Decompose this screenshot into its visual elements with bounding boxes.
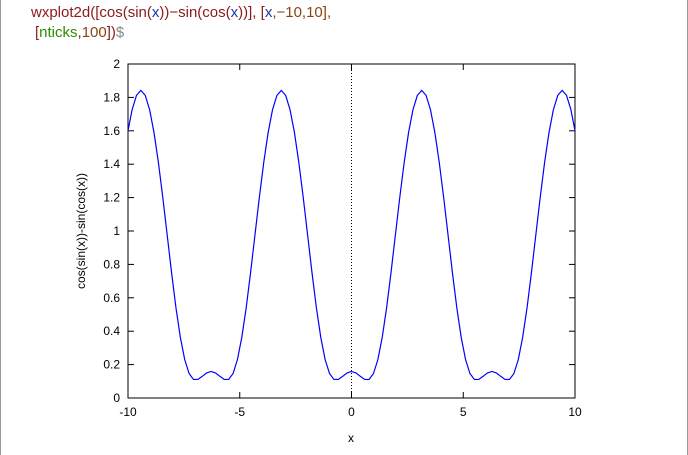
x-tick-label: 10: [568, 405, 582, 419]
y-tick-label: 2: [113, 57, 120, 71]
input-line[interactable]: [nticks,100])$: [35, 24, 124, 41]
token: ,: [77, 24, 82, 41]
x-tick-label: -10: [119, 405, 137, 419]
token: x: [230, 4, 239, 21]
y-tick-label: 0.2: [103, 358, 120, 372]
token: $: [115, 24, 125, 41]
x-tick-label: 0: [348, 405, 355, 419]
plot-frame: [127, 63, 576, 399]
y-tick-label: 0.6: [103, 291, 120, 305]
token: ]): [106, 24, 116, 41]
x-tick-label: 5: [460, 405, 467, 419]
token: x: [264, 4, 273, 21]
y-tick-label: 1.2: [103, 191, 120, 205]
token: ))−sin(cos(: [159, 4, 231, 21]
token: [: [35, 24, 40, 41]
x-axis-label: x: [348, 431, 354, 445]
curve: [127, 89, 576, 381]
y-tick-label: 0.4: [103, 324, 120, 338]
input-line[interactable]: wxplot2d([cos(sin(x))−sin(cos(x))], [x,−…: [31, 4, 331, 21]
y-axis-label: cos(sin(x))-sin(cos(x)): [74, 173, 88, 289]
y-tick-label: 1: [113, 224, 120, 238]
y-tick-label: 0: [113, 391, 120, 405]
token: ))], [: [238, 4, 265, 21]
y-tick-label: 0.8: [103, 257, 120, 271]
token: 100: [81, 24, 107, 41]
y-tick-label: 1.4: [103, 157, 120, 171]
x-tick-label: -5: [234, 405, 245, 419]
y-tick-label: 1.6: [103, 124, 120, 138]
token: ,−10,10],: [272, 4, 332, 21]
token: nticks: [39, 24, 78, 41]
token: x: [151, 4, 160, 21]
y-tick-label: 1.8: [103, 90, 120, 104]
token: wxplot2d([cos(sin(: [31, 4, 152, 21]
